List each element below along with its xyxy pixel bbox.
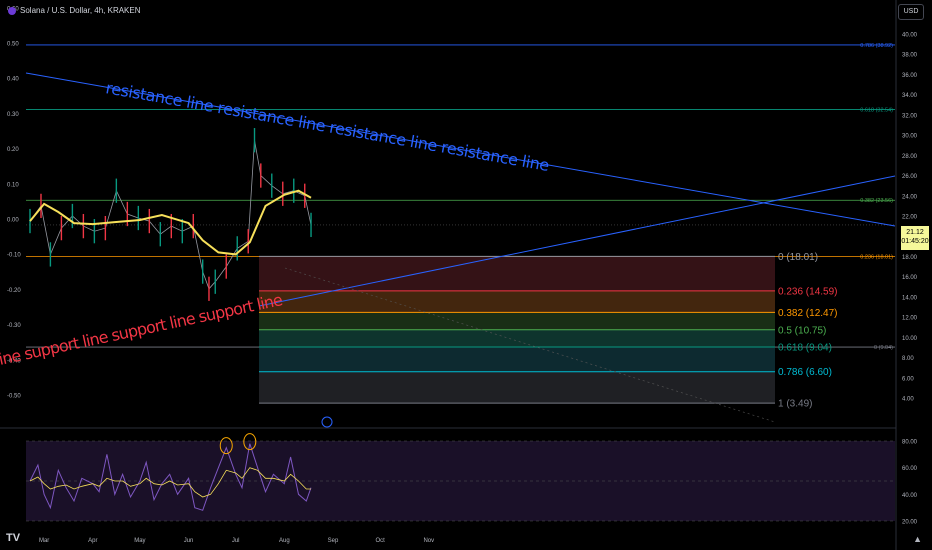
fib-zone: [259, 290, 775, 313]
tradingview-logo[interactable]: TV: [6, 532, 21, 544]
rsi-axis-tick: 80.00: [902, 440, 918, 446]
price-axis-tick: 32.00: [902, 113, 918, 119]
price-axis-tick: 34.00: [902, 93, 918, 99]
left-axis-tick: 0.30: [7, 112, 19, 118]
price-axis-tick: 28.00: [902, 154, 918, 160]
time-axis-tick: Jun: [184, 538, 194, 544]
left-axis-tick: 0.00: [7, 218, 19, 224]
fib-zone: [259, 256, 775, 291]
fib-level-label: 0 (9.04): [874, 345, 893, 351]
rsi-peak-marker: [219, 437, 233, 455]
fib-level-label: 0.236 (18.01): [860, 254, 893, 260]
projection-line: [284, 267, 776, 423]
fib-zone: [259, 312, 775, 330]
alert-marker-icon: [321, 416, 333, 428]
time-axis-tick: Sep: [328, 538, 339, 544]
price-axis-tick: 40.00: [902, 33, 918, 39]
price-axis-tick: 38.00: [902, 53, 918, 59]
fib-level-label: 0.618 (32.54): [860, 107, 893, 113]
left-axis-tick: 0.20: [7, 147, 19, 153]
left-axis-tick: 0.40: [7, 77, 19, 83]
rsi-axis-tick: 60.00: [902, 466, 918, 472]
fib-zone: [259, 371, 775, 404]
price-axis-tick: 12.00: [902, 316, 918, 322]
fib-box-label: 0.618 (9.04): [778, 343, 832, 354]
price-axis-tick: 14.00: [902, 295, 918, 301]
last-price-tag: 21.12 01:45:20: [901, 226, 929, 250]
symbol-title: Solana / U.S. Dollar, 4h, KRAKEN: [20, 6, 141, 15]
fib-box-label: 0.5 (10.75): [778, 325, 826, 336]
price-axis-tick: 26.00: [902, 174, 918, 180]
time-axis-tick: May: [134, 538, 145, 544]
bar-countdown: 01:45:20: [901, 238, 929, 245]
fib-level-label: 0.382 (23.56): [860, 198, 893, 204]
time-axis-tick: Mar: [39, 538, 49, 544]
price-axis-tick: 8.00: [902, 356, 914, 362]
last-price-value: 21.12: [906, 229, 924, 236]
price-axis-tick: 24.00: [902, 194, 918, 200]
resistance-label: resistance line resistance line resistan…: [104, 78, 550, 175]
time-axis-tick: Jul: [232, 538, 240, 544]
support-trend-line: [258, 175, 896, 307]
left-axis-tick: -0.50: [7, 394, 21, 400]
left-axis-tick: -0.20: [7, 288, 21, 294]
left-axis-tick: -0.40: [7, 358, 21, 364]
rsi-axis-tick: 20.00: [902, 520, 918, 526]
fib-level-label: 0.786 (38.92): [860, 43, 893, 49]
fib-zone: [259, 329, 775, 348]
rsi-ma-line: [29, 467, 311, 498]
price-axis-tick: 22.00: [902, 215, 918, 221]
rsi-peak-marker: [243, 433, 257, 451]
fib-box-label: 1 (3.49): [778, 399, 812, 410]
fib-box-label: 0.236 (14.59): [778, 286, 838, 297]
price-axis-tick: 30.00: [902, 134, 918, 140]
resistance-line: [25, 72, 896, 227]
price-axis-tick: 16.00: [902, 275, 918, 281]
solana-logo-icon: [8, 6, 16, 15]
time-axis-tick: Aug: [279, 538, 290, 544]
rsi-line: [29, 443, 312, 511]
price-axis-tick: 6.00: [902, 376, 914, 382]
left-axis-tick: 0.50: [7, 42, 19, 48]
moving-average-line: [29, 189, 312, 256]
rsi-axis-tick: 40.00: [902, 493, 918, 499]
price-axis-tick: 4.00: [902, 397, 914, 403]
fib-box-label: 0.382 (12.47): [778, 308, 838, 319]
chevron-up-icon[interactable]: ▲: [913, 534, 922, 544]
fib-box-label: 0 (18.01): [778, 252, 818, 263]
left-axis-tick: -0.10: [7, 253, 21, 259]
left-axis-tick: -0.30: [7, 323, 21, 329]
time-axis-tick: Oct: [375, 538, 385, 544]
symbol-header[interactable]: Solana / U.S. Dollar, 4h, KRAKEN: [8, 6, 141, 15]
price-axis-tick: 36.00: [902, 73, 918, 79]
fib-zone: [259, 347, 775, 372]
left-axis-tick: 0.10: [7, 182, 19, 188]
time-axis-tick: Nov: [423, 538, 434, 544]
fib-box-label: 0.786 (6.60): [778, 367, 832, 378]
support-label: ine support line support line support li…: [0, 290, 284, 369]
time-axis-tick: Apr: [88, 538, 97, 544]
price-axis-tick: 18.00: [902, 255, 918, 261]
currency-button[interactable]: USD: [898, 4, 924, 20]
price-axis-tick: 10.00: [902, 336, 918, 342]
